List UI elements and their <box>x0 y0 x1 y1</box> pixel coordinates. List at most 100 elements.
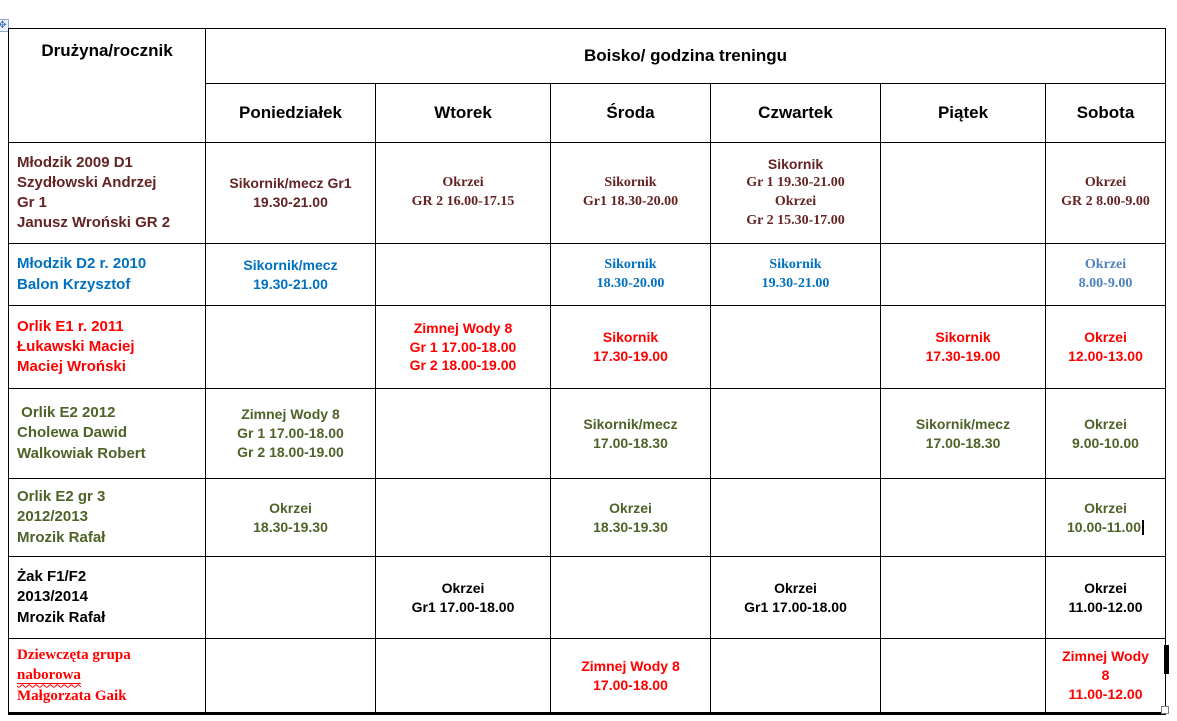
slot-cell-row4-czwartek[interactable] <box>710 388 881 479</box>
cell-text-line: Dziewczęta grupa <box>17 647 131 664</box>
slot-cell-row2-sobota[interactable]: Okrzei 8.00-9.00 <box>1045 243 1166 306</box>
slot-cell-row7-wtorek[interactable] <box>375 638 551 714</box>
team-cell-row-4[interactable]: Orlik E2 2012 Cholewa Dawid Walkowiak Robe… <box>8 388 206 479</box>
cell-text-line: Żak F1/F2 <box>17 568 87 586</box>
slot-cell-row6-sobota[interactable]: Okrzei 11.00-12.00 <box>1045 556 1166 639</box>
slot-cell-row4-piatek[interactable]: Sikornik/mecz 17.00-18.30 <box>880 388 1046 479</box>
slot-cell-row5-sobota[interactable]: Okrzei 10.00-11.00 <box>1045 478 1166 557</box>
slot-cell-row6-wtorek[interactable]: Okrzei Gr1 17.00-18.00 <box>375 556 551 639</box>
header-row-days: Poniedziałek Wtorek Środa Czwartek Piątek Sob… <box>9 83 1166 143</box>
table-resize-handle[interactable] <box>1161 706 1169 714</box>
cell-text-line: Gr1 17.00-18.00 <box>744 598 847 615</box>
cell-text-line: Okrzei <box>774 194 817 209</box>
cell-text-line: Walkowiak Robert <box>17 444 146 462</box>
slot-cell-row2-sroda[interactable]: Sikornik 18.30-20.00 <box>550 243 711 306</box>
slot-cell-row1-poniedzialek[interactable]: Sikornik/mecz Gr1 19.30-21.00 <box>205 142 376 244</box>
slot-cell-row6-poniedzialek[interactable] <box>205 556 376 639</box>
schedule-row-2: Młodzik D2 r. 2010 Balon Krzysztof Sikorni… <box>8 243 1166 306</box>
day-header-piatek[interactable]: Piątek <box>880 83 1046 143</box>
cell-text-line: Gr 2 18.00-19.00 <box>409 357 517 374</box>
slot-cell-row2-poniedzialek[interactable]: Sikornik/mecz 19.30-21.00 <box>205 243 376 306</box>
slot-cell-row1-sobota[interactable]: Okrzei GR 2 8.00-9.00 <box>1045 142 1166 244</box>
cell-text-line: Okrzei <box>442 175 484 191</box>
cell-text-line: Gr1 18.30-20.00 <box>582 194 679 209</box>
cell-text-line: Okrzei <box>1084 415 1127 432</box>
slot-cell-row3-sobota[interactable]: Okrzei 12.00-13.00 <box>1045 305 1166 389</box>
team-cell-row-2[interactable]: Młodzik D2 r. 2010 Balon Krzysztof <box>8 243 206 306</box>
team-cell-row-3[interactable]: Orlik E1 r. 2011 Łukawski Maciej Maciej Wr… <box>8 305 206 389</box>
cell-text-line: 12.00-13.00 <box>1068 348 1143 364</box>
slot-cell-row3-wtorek[interactable]: Zimnej Wody 8 Gr 1 17.00-18.00 Gr 2 18.00-… <box>375 305 551 389</box>
day-header-wtorek[interactable]: Wtorek <box>375 83 551 143</box>
slot-cell-row1-wtorek[interactable]: Okrzei GR 2 16.00-17.15 <box>375 142 551 244</box>
slot-cell-row4-sobota[interactable]: Okrzei 9.00-10.00 <box>1045 388 1166 479</box>
cell-text-line: Gr 2 18.00-19.00 <box>237 443 344 460</box>
slot-cell-row2-czwartek[interactable]: Sikornik 19.30-21.00 <box>710 243 881 306</box>
slot-cell-row7-czwartek[interactable] <box>710 638 881 714</box>
group-header-cell[interactable]: Boisko/ godzina treningu <box>205 28 1166 84</box>
day-header-czwartek[interactable]: Czwartek <box>710 83 881 143</box>
slot-cell-row2-piatek[interactable] <box>880 243 1046 306</box>
team-cell-row-1[interactable]: Młodzik 2009 D1 Szydłowski Andrzej Gr 1 Jan… <box>8 142 206 244</box>
cell-text-line: Małgorzata Gaik <box>17 687 127 704</box>
slot-cell-row4-sroda[interactable]: Sikornik/mecz 17.00-18.30 <box>550 388 711 479</box>
text-cursor <box>1141 519 1144 535</box>
cell-text-line: Okrzei <box>609 499 652 516</box>
cell-text-line: Orlik E2 2012 <box>17 404 116 422</box>
cell-text-line: Młodzik D2 r. 2010 <box>17 255 147 273</box>
slot-cell-row3-piatek[interactable]: Sikornik 17.30-19.00 <box>880 305 1046 389</box>
slot-cell-row6-piatek[interactable] <box>880 556 1046 639</box>
cell-text-line: Sikornik <box>604 256 657 272</box>
cell-text-line: 18.30-19.30 <box>593 518 668 535</box>
slot-cell-row5-czwartek[interactable] <box>710 478 881 557</box>
slot-cell-row1-piatek[interactable] <box>880 142 1046 244</box>
slot-cell-row1-czwartek[interactable]: Sikornik Gr 1 19.30-21.00 Okrzei Gr 2 15.30… <box>710 142 881 244</box>
team-cell-row-6[interactable]: Żak F1/F2 2013/2014 Mrozik Rafał <box>8 556 206 639</box>
schedule-row-3: Orlik E1 r. 2011 Łukawski Maciej Maciej Wr… <box>8 305 1166 389</box>
day-header-poniedzialek[interactable]: Poniedziałek <box>205 83 376 143</box>
cell-text-line: naborowa <box>17 665 199 685</box>
slot-cell-row7-poniedzialek[interactable] <box>205 638 376 714</box>
slot-cell-row6-czwartek[interactable]: Okrzei Gr1 17.00-18.00 <box>710 556 881 639</box>
cell-text-line: Okrzei <box>1084 329 1127 346</box>
slot-cell-row5-poniedzialek[interactable]: Okrzei 18.30-19.30 <box>205 478 376 557</box>
cell-text-line: 19.30-21.00 <box>761 275 830 291</box>
slot-cell-row3-sroda[interactable]: Sikornik 17.30-19.00 <box>550 305 711 389</box>
cell-text-line: 18.30-20.00 <box>596 275 665 291</box>
cell-text-line: Zimnej Wody <box>1062 648 1149 665</box>
cell-text-line: Sikornik/mecz Gr1 <box>229 175 352 192</box>
cell-text-line: Okrzei <box>441 579 485 596</box>
day-header-sobota[interactable]: Sobota <box>1045 83 1166 143</box>
cell-text-line: Gr 1 17.00-18.00 <box>409 338 517 355</box>
cell-text-line: Okrzei <box>1084 499 1127 516</box>
slot-cell-row7-sroda[interactable]: Zimnej Wody 8 17.00-18.00 <box>550 638 711 714</box>
slot-cell-row2-wtorek[interactable] <box>375 243 551 306</box>
cell-text-line: Okrzei <box>1084 579 1127 596</box>
cell-text-line: 17.00-18.30 <box>925 434 1001 451</box>
team-cell-row-7[interactable]: Dziewczęta grupa naborowa Małgorzata Gaik <box>8 638 206 714</box>
slot-cell-row6-sroda[interactable] <box>550 556 711 639</box>
slot-cell-row3-poniedzialek[interactable] <box>205 305 376 389</box>
slot-cell-row1-sroda[interactable]: Sikornik Gr1 18.30-20.00 <box>550 142 711 244</box>
corner-header-cell[interactable]: Drużyna/rocznik <box>8 28 206 143</box>
cell-text-line: Okrzei <box>1084 175 1127 191</box>
cell-text-line: 19.30-21.00 <box>253 194 328 210</box>
cell-text-line: Gr1 17.00-18.00 <box>411 598 515 615</box>
cell-text-line: Sikornik <box>767 156 824 173</box>
slot-cell-row3-czwartek[interactable] <box>710 305 881 389</box>
slot-cell-row4-poniedzialek[interactable]: Zimnej Wody 8 Gr 1 17.00-18.00 Gr 2 18.00-… <box>205 388 376 479</box>
slot-cell-row7-sobota[interactable]: Zimnej Wody 8 11.00-12.00 <box>1045 638 1166 714</box>
slot-cell-row5-sroda[interactable]: Okrzei 18.30-19.30 <box>550 478 711 557</box>
cell-text-line: Cholewa Dawid <box>17 424 128 442</box>
team-cell-row-5[interactable]: Orlik E2 gr 3 2012/2013 Mrozik Rafał <box>8 478 206 557</box>
table-move-handle-icon[interactable]: ✥ <box>0 19 9 32</box>
cell-text-line: 17.30-19.00 <box>593 348 668 364</box>
cell-text-line: Sikornik <box>602 329 659 346</box>
slot-cell-row5-piatek[interactable] <box>880 478 1046 557</box>
cell-text-line: 17.30-19.00 <box>925 348 1001 364</box>
slot-cell-row5-wtorek[interactable] <box>375 478 551 557</box>
day-header-sroda[interactable]: Środa <box>550 83 711 143</box>
cell-text-line: Sikornik <box>604 175 657 191</box>
slot-cell-row7-piatek[interactable] <box>880 638 1046 714</box>
slot-cell-row4-wtorek[interactable] <box>375 388 551 479</box>
